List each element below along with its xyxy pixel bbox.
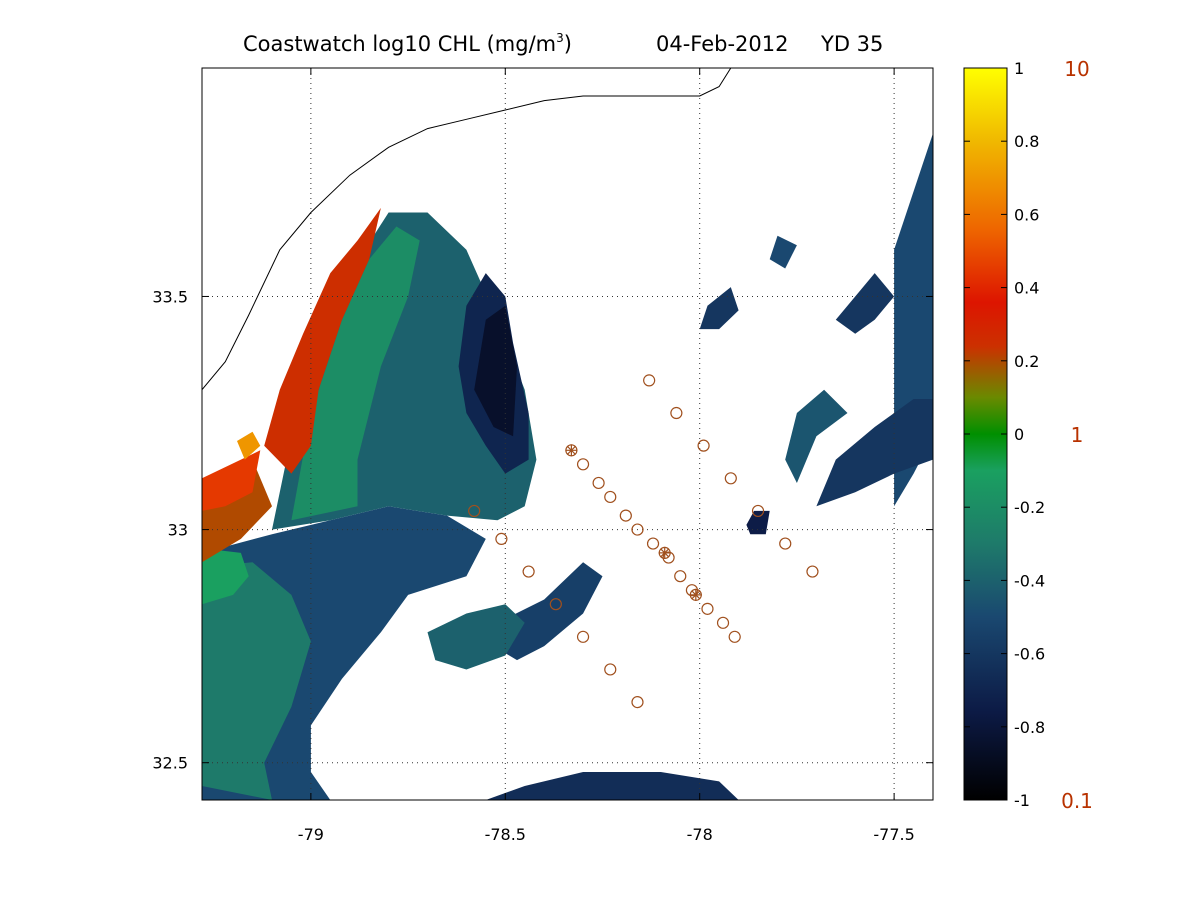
station-marker (728, 630, 741, 643)
colorbar-linear-label: 1 (1071, 423, 1084, 447)
station-marker (592, 476, 605, 490)
colorbar-tick-label: -0.2 (1014, 498, 1045, 517)
colorbar-tick-label: -0.6 (1014, 645, 1045, 664)
chlorophyll-patch (202, 548, 249, 605)
coastline (202, 68, 732, 391)
station-marker (549, 598, 562, 611)
station-marker (751, 504, 765, 518)
y-tick-label: 33 (168, 521, 188, 540)
colorbar-linear-labels: 10 1 0.1 (1061, 57, 1093, 813)
chlorophyll-patch (699, 287, 739, 330)
station-marker (604, 490, 617, 504)
colorbar-tick-label: 0 (1014, 425, 1024, 444)
station-marker (779, 537, 792, 550)
map-date: 04-Feb-2012 (656, 32, 789, 56)
station-marker (670, 406, 683, 420)
chlorophyll-patch (264, 207, 381, 474)
chlorophyll-patch (816, 399, 933, 507)
station-marker (716, 616, 730, 629)
chlorophyll-patch (785, 389, 848, 483)
colorbar-tick-label: -0.8 (1014, 718, 1045, 737)
chlorophyll-patch (427, 604, 525, 670)
station-marker (468, 504, 481, 518)
x-tick-label: -78 (687, 825, 713, 844)
station-star-marker (689, 588, 702, 601)
chlorophyll-patch (202, 562, 311, 800)
station-marker (643, 374, 656, 387)
colorbar: 1 0.8 0.6 0.4 0.2 0 -0.2 -0.4 -0.6 -0.8 -1 10 1 0.1 (963, 57, 1093, 813)
station-marker (724, 472, 737, 485)
station-marker (619, 509, 632, 522)
station-marker (495, 532, 508, 546)
station-star-marker (565, 444, 578, 457)
chlorophyll-patch (835, 273, 895, 334)
x-tick-label: -79 (298, 825, 324, 844)
station-marker (806, 565, 819, 578)
map-axes: -79 -78.5 -78 -77.5 32.5 33 33.5 (152, 67, 934, 844)
colorbar-gradient (964, 68, 1007, 800)
station-marker (674, 570, 687, 583)
chlorophyll-patch (485, 772, 739, 800)
chlorophyll-patch (769, 235, 797, 269)
station-marker (646, 537, 660, 550)
station-marker (697, 439, 710, 452)
map-title: Coastwatch log10 CHL (mg/m3) (243, 31, 572, 56)
station-marker (522, 565, 535, 578)
chlorophyll-field (202, 133, 933, 800)
colorbar-tick-label: 1 (1014, 59, 1024, 78)
chlorophyll-patch (202, 450, 261, 511)
chlorophyll-patch (746, 510, 770, 535)
colorbar-ticks: 1 0.8 0.6 0.4 0.2 0 -0.2 -0.4 -0.6 -0.8 -1 (964, 59, 1045, 810)
y-axis-ticks: 32.5 33 33.5 (152, 287, 933, 773)
colorbar-tick-label: 0.8 (1014, 132, 1039, 151)
chlorophyll-patch (291, 226, 420, 521)
colorbar-linear-label: 0.1 (1061, 789, 1093, 813)
x-tick-label: -77.5 (873, 825, 914, 844)
colorbar-tick-label: -0.4 (1014, 571, 1045, 590)
colorbar-tick-label: -1 (1014, 791, 1030, 810)
map-frame (201, 67, 934, 801)
colorbar-tick-label: 0.4 (1014, 279, 1039, 298)
y-tick-label: 32.5 (152, 754, 188, 773)
y-tick-label: 33.5 (152, 287, 188, 306)
x-tick-label: -78.5 (485, 825, 526, 844)
chlorophyll-patch (237, 431, 261, 460)
station-marker (631, 695, 644, 709)
map-yearday: YD 35 (820, 32, 883, 56)
colorbar-linear-label: 10 (1064, 57, 1089, 81)
station-markers (468, 374, 819, 709)
x-axis-ticks: -79 -78.5 -78 -77.5 (298, 68, 915, 844)
chlorophyll-patch (474, 305, 517, 437)
map-gridlines (202, 68, 933, 800)
station-marker (604, 663, 617, 676)
colorbar-tick-label: 0.6 (1014, 205, 1039, 224)
station-marker (576, 458, 590, 471)
colorbar-tick-label: 0.2 (1014, 352, 1039, 371)
station-marker (662, 551, 675, 564)
station-marker (631, 523, 644, 536)
station-marker (701, 602, 714, 615)
station-marker (576, 630, 590, 643)
